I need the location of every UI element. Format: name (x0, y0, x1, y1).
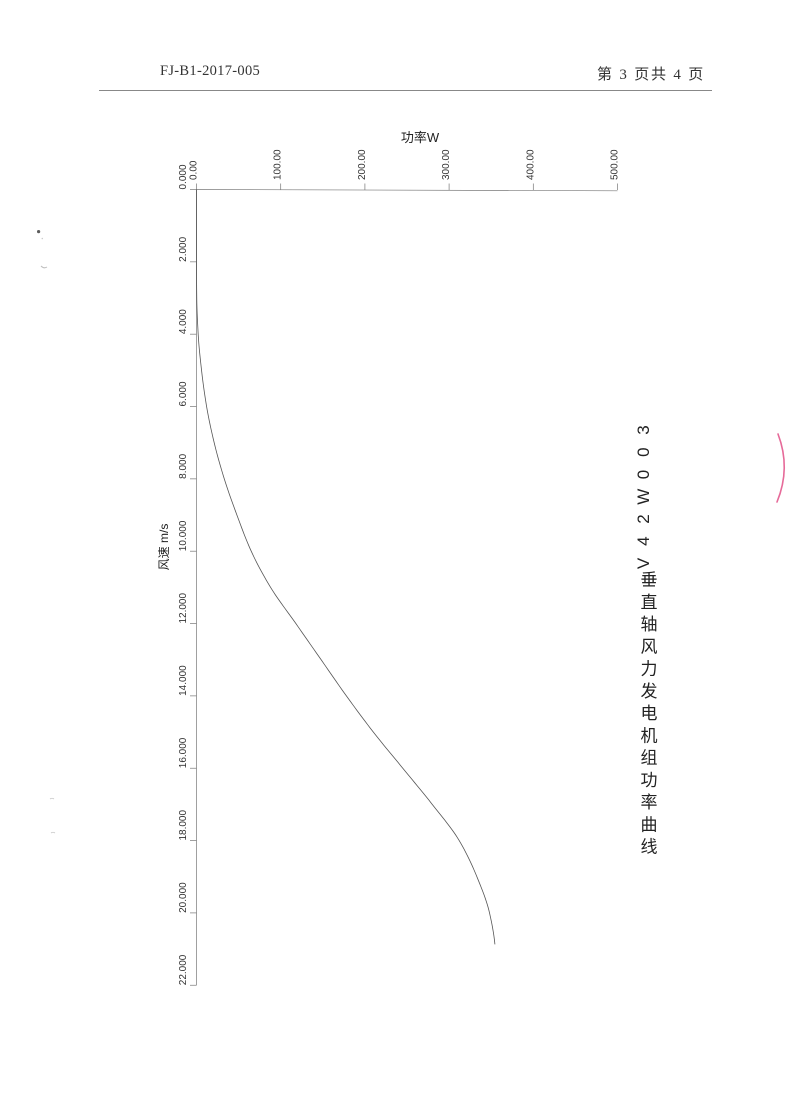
svg-text:垂: 垂 (641, 571, 658, 590)
svg-text:14.000: 14.000 (178, 665, 189, 696)
svg-text:功率W: 功率W (401, 130, 440, 145)
svg-text:100.00: 100.00 (273, 149, 284, 180)
svg-text:电: 电 (641, 704, 658, 723)
svg-text:3: 3 (634, 425, 653, 434)
svg-text:4.000: 4.000 (178, 309, 189, 334)
svg-text:0: 0 (634, 470, 653, 479)
svg-text:4: 4 (634, 536, 653, 545)
svg-text:0: 0 (634, 447, 653, 456)
svg-text:500.00: 500.00 (610, 149, 621, 180)
svg-text:风: 风 (641, 638, 658, 657)
svg-text:风速 m/s: 风速 m/s (157, 524, 171, 571)
svg-text:8.000: 8.000 (178, 453, 189, 478)
svg-text:22.000: 22.000 (178, 954, 189, 985)
svg-text:W: W (634, 489, 653, 505)
svg-text:组: 组 (641, 749, 658, 768)
svg-text:18.000: 18.000 (178, 810, 189, 841)
svg-text:机: 机 (641, 726, 658, 745)
svg-text:线: 线 (641, 838, 658, 857)
svg-text:曲: 曲 (641, 815, 658, 834)
svg-text:直: 直 (641, 593, 658, 612)
svg-text:V: V (634, 557, 653, 569)
svg-text:力: 力 (641, 660, 658, 679)
svg-text:功: 功 (641, 771, 658, 790)
svg-text:2: 2 (634, 514, 653, 523)
svg-text:0.00: 0.00 (189, 160, 200, 180)
svg-text:发: 发 (641, 682, 658, 701)
svg-text:12.000: 12.000 (178, 593, 189, 624)
svg-text:6.000: 6.000 (178, 381, 189, 406)
svg-text:10.000: 10.000 (178, 520, 189, 551)
svg-text:0.000: 0.000 (178, 164, 189, 189)
svg-text:率: 率 (641, 793, 658, 812)
svg-text:200.00: 200.00 (357, 149, 368, 180)
svg-text:2.000: 2.000 (178, 236, 189, 261)
svg-text:16.000: 16.000 (178, 737, 189, 768)
svg-text:20.000: 20.000 (178, 882, 189, 913)
svg-text:轴: 轴 (641, 615, 658, 634)
svg-text:300.00: 300.00 (441, 149, 452, 180)
svg-text:400.00: 400.00 (525, 149, 536, 180)
